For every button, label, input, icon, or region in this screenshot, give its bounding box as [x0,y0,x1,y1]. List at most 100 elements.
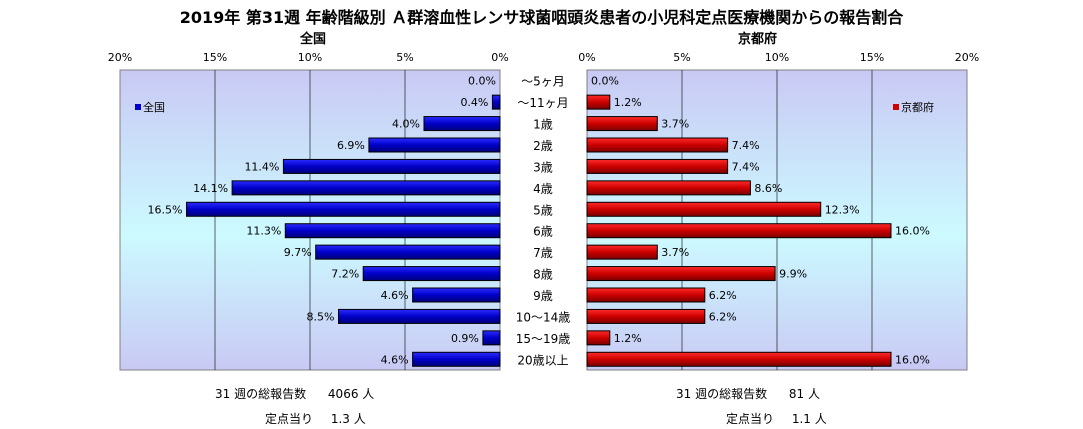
category-label: 15～19歳 [516,332,571,346]
kyoto-data-label: 0.0% [591,75,619,88]
kyoto-panel-title: 京都府 [738,32,778,47]
national-data-label: 0.9% [451,332,479,345]
kyoto-data-label: 7.4% [732,139,760,152]
kyoto-bar [586,244,658,260]
national-data-label: 11.3% [246,225,281,238]
kyoto-bar [586,223,892,239]
kyoto-data-label: 7.4% [732,160,760,173]
kyoto-bar [586,180,751,196]
national-bar [338,308,501,324]
kyoto-tick-label: 5% [673,51,690,64]
national-data-label: 6.9% [337,139,365,152]
national-legend: 全国 [135,100,165,114]
kyoto-summary-per: 定点当り 1.1 人 [726,410,827,427]
category-label: ～11ヶ月 [517,96,568,110]
national-total-label: 31 週の総報告数 [215,387,307,401]
kyoto-bar [586,330,611,346]
kyoto-legend-swatch [893,104,899,110]
category-label: 10～14歳 [516,310,571,324]
national-data-label: 9.7% [284,246,312,259]
kyoto-summary-total: 31 週の総報告数 81 人 [676,385,820,402]
category-label: 3歳 [533,160,553,174]
national-data-label: 8.5% [307,310,335,323]
kyoto-data-label: 1.2% [614,332,642,345]
kyoto-data-label: 3.7% [661,246,689,259]
national-legend-swatch [135,104,141,110]
kyoto-total-label: 31 週の総報告数 [676,387,768,401]
kyoto-bar [586,201,822,217]
national-tick-label: 0% [491,51,508,64]
category-label: 9歳 [533,289,553,303]
kyoto-data-label: 12.3% [825,203,860,216]
national-tick-label: 20% [108,51,132,64]
category-label: 8歳 [533,268,553,282]
kyoto-bar [586,158,729,174]
kyoto-per-label: 定点当り [726,412,775,426]
chart-title: 2019年 第31週 年齢階級別 Ａ群溶血性レンサ球菌咽頭炎患者の小児科定点医療… [179,8,904,27]
national-panel-title: 全国 [300,32,327,47]
national-tick-label: 5% [396,51,413,64]
category-label: 5歳 [533,203,553,217]
kyoto-data-label: 6.2% [709,310,737,323]
national-per-value: 1.3 人 [330,412,366,426]
kyoto-tick-label: 20% [955,51,979,64]
kyoto-data-label: 9.9% [779,268,807,281]
national-tick-label: 15% [203,51,227,64]
kyoto-data-label: 8.6% [754,182,782,195]
national-data-label: 7.2% [331,268,359,281]
kyoto-data-label: 16.0% [895,225,930,238]
category-label: 1歳 [533,118,553,132]
national-data-label: 16.5% [148,203,183,216]
kyoto-legend-label: 京都府 [901,100,934,114]
national-tick-label: 10% [298,51,322,64]
national-data-label: 4.6% [381,289,409,302]
national-bar [412,351,501,367]
category-label: 2歳 [533,139,553,153]
national-bar [231,180,501,196]
national-summary-per: 定点当り 1.3 人 [265,410,366,427]
kyoto-data-label: 6.2% [709,289,737,302]
kyoto-data-label: 1.2% [614,96,642,109]
kyoto-bar [586,308,706,324]
kyoto-bar [586,287,706,303]
national-data-label: 0.4% [460,96,488,109]
national-bar [315,244,501,260]
national-bar [362,266,501,282]
national-bar [423,116,501,132]
national-bar [412,287,501,303]
national-data-label: 0.0% [468,75,496,88]
category-label: 4歳 [533,182,553,196]
kyoto-tick-label: 15% [860,51,884,64]
national-data-label: 4.0% [392,118,420,131]
kyoto-legend: 京都府 [893,100,934,114]
national-data-label: 14.1% [193,182,228,195]
national-per-label: 定点当り [265,412,314,426]
kyoto-total-value: 81 人 [788,387,821,401]
kyoto-bar [586,266,776,282]
national-bar [482,330,501,346]
national-total-value: 4066 人 [327,387,375,401]
national-bar [284,223,501,239]
category-label: ～5ヶ月 [521,75,565,89]
national-bar [368,137,501,153]
national-bar [186,201,501,217]
kyoto-bar [586,94,611,110]
national-data-label: 4.6% [381,353,409,366]
national-data-label: 11.4% [244,160,279,173]
kyoto-data-label: 16.0% [895,353,930,366]
kyoto-bar [586,137,729,153]
category-label: 6歳 [533,225,553,239]
national-summary-total: 31 週の総報告数 4066 人 [215,385,374,402]
national-bar [491,94,501,110]
category-label: 7歳 [533,246,553,260]
national-bar [282,158,501,174]
kyoto-bar [586,351,892,367]
kyoto-bar [586,116,658,132]
kyoto-data-label: 3.7% [661,118,689,131]
kyoto-tick-label: 10% [765,51,789,64]
national-legend-label: 全国 [143,100,165,114]
kyoto-tick-label: 0% [578,51,595,64]
kyoto-per-value: 1.1 人 [791,412,827,426]
category-label: 20歳以上 [517,353,568,367]
